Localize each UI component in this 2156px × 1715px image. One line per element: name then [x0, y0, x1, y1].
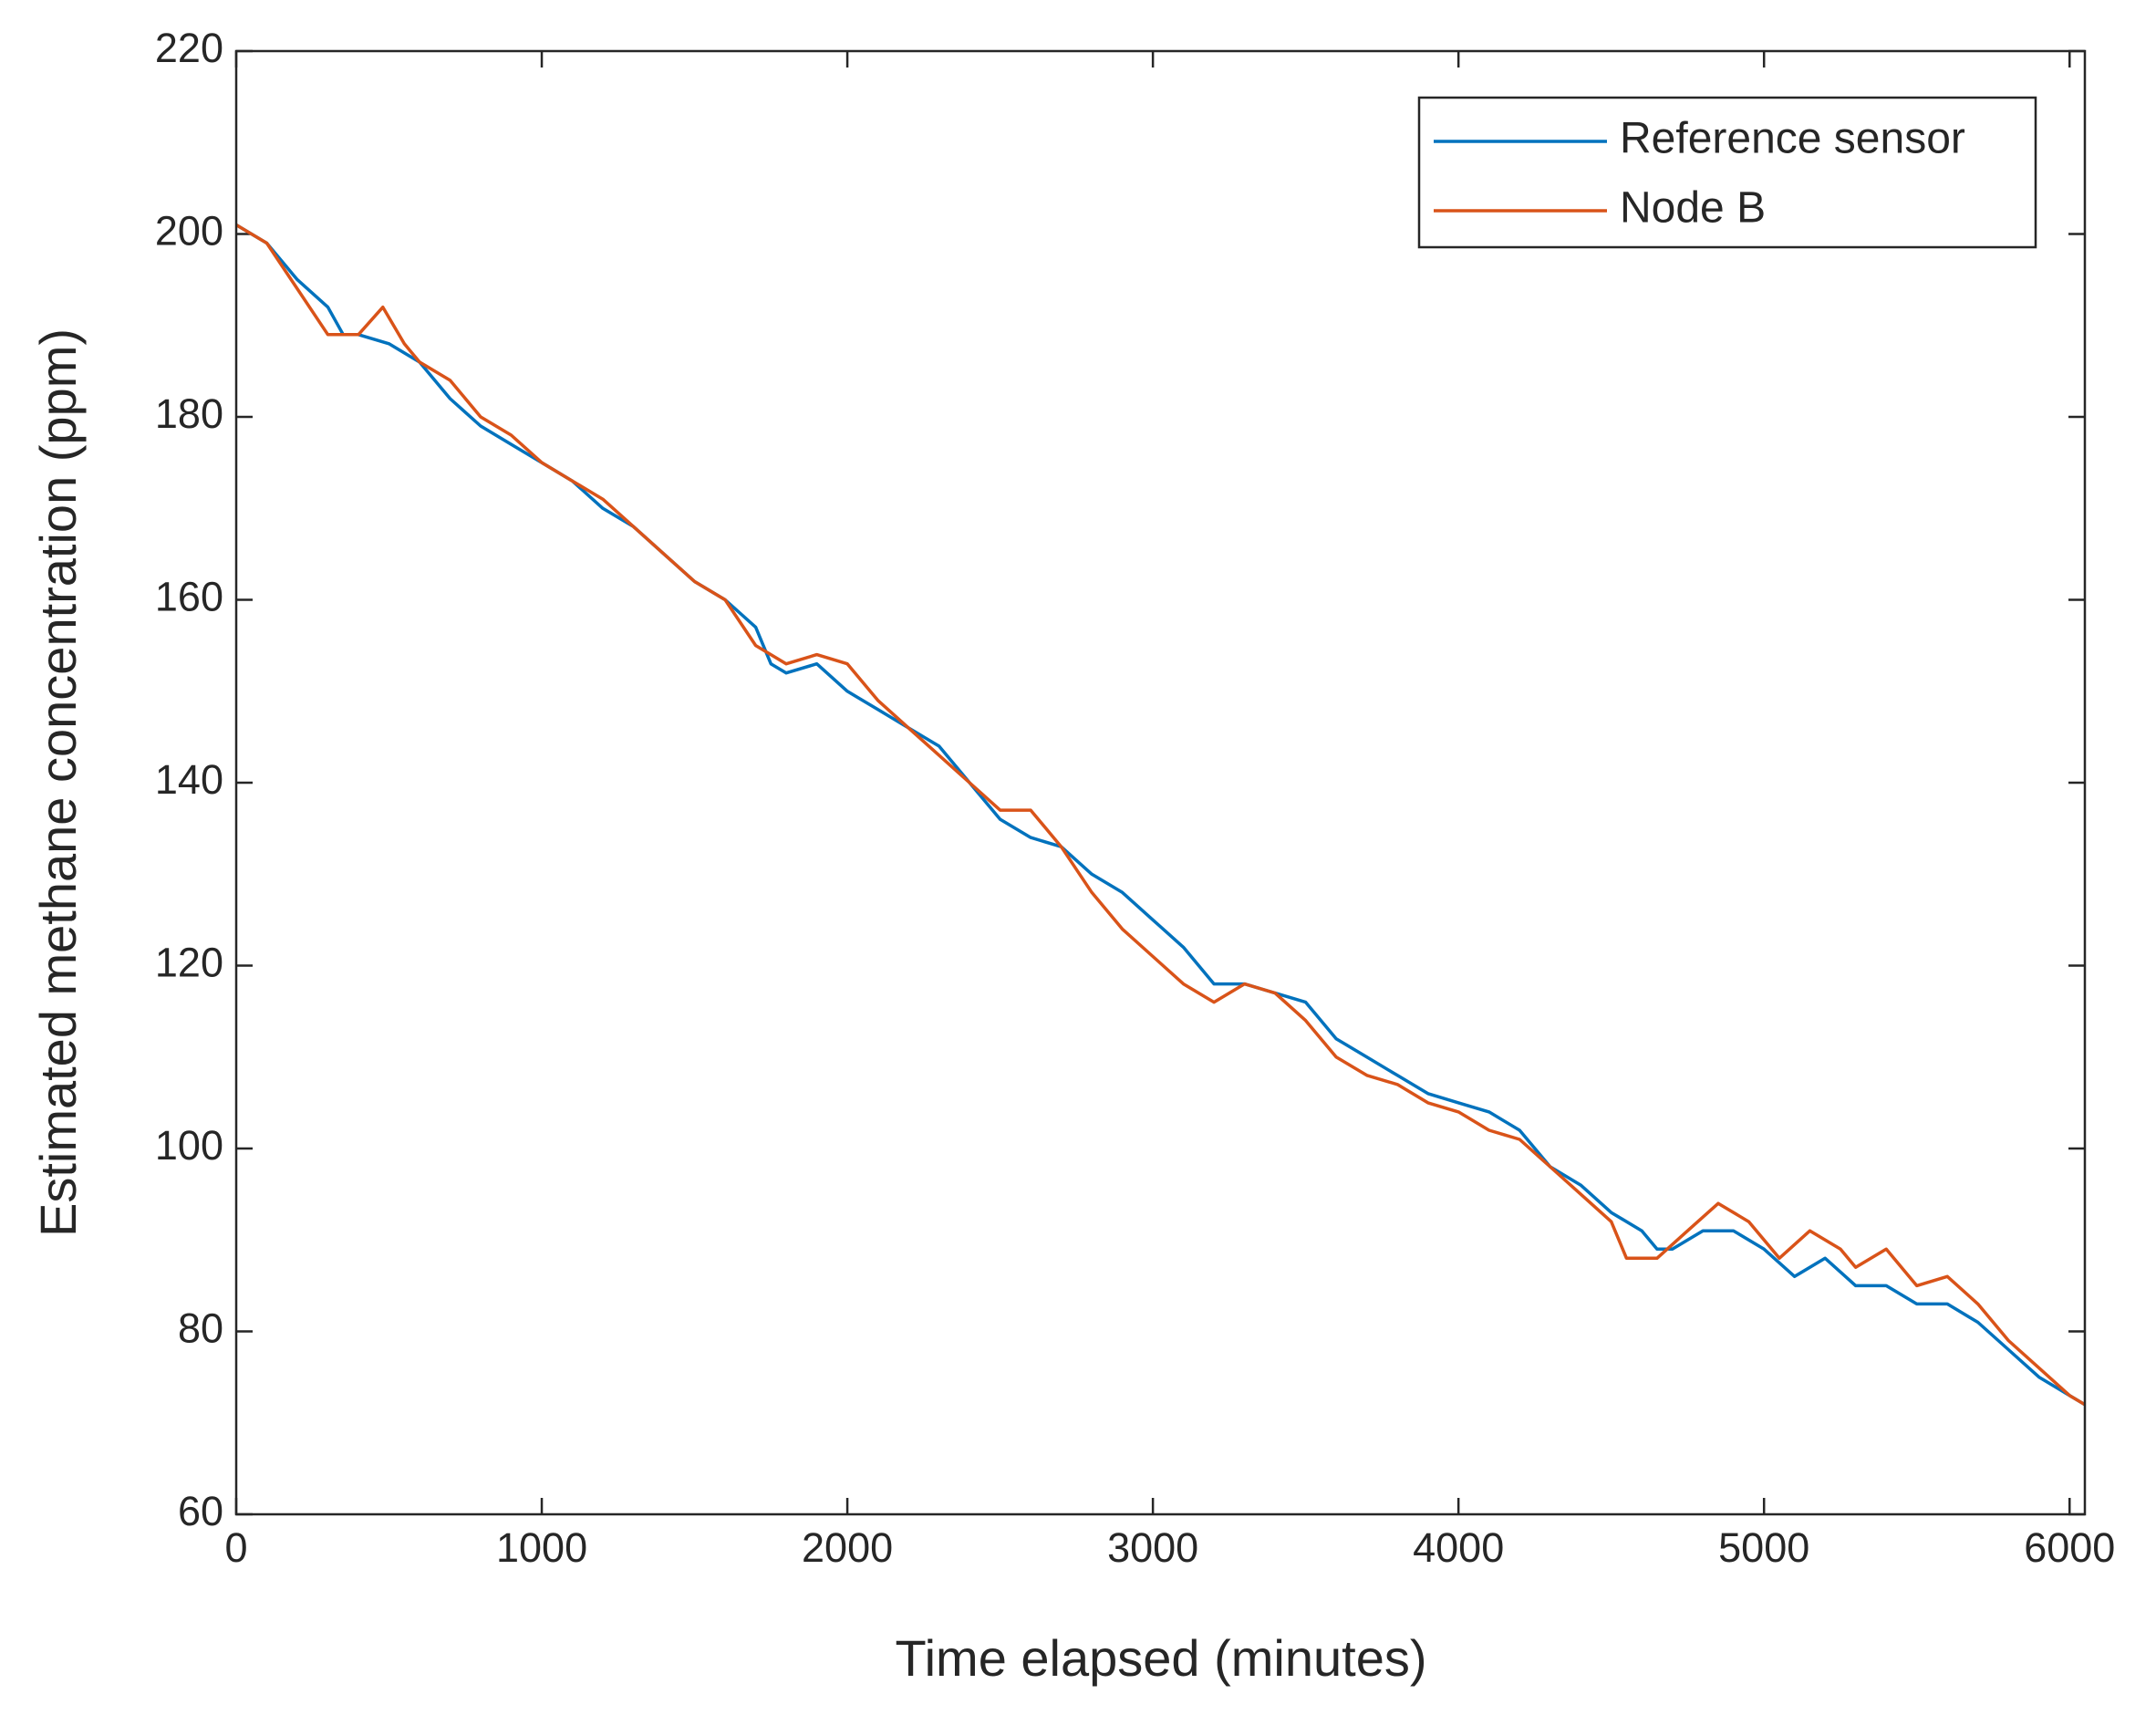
x-tick-label: 0	[224, 1524, 247, 1571]
y-tick-label: 80	[178, 1304, 223, 1351]
x-tick-label: 5000	[1718, 1524, 1809, 1571]
x-tick-label: 1000	[496, 1524, 587, 1571]
x-axis-label: Time elapsed (minutes)	[895, 1629, 1426, 1687]
x-tick-label: 2000	[802, 1524, 893, 1571]
y-tick-label: 100	[155, 1122, 223, 1169]
y-tick-label: 140	[155, 756, 223, 803]
legend-label: Reference sensor	[1620, 115, 1965, 163]
y-tick-label: 60	[178, 1488, 223, 1534]
y-tick-label: 200	[155, 207, 223, 254]
data-line	[235, 223, 2086, 1407]
x-tick-label: 3000	[1107, 1524, 1198, 1571]
x-tick-label: 4000	[1413, 1524, 1504, 1571]
y-tick-label: 120	[155, 939, 223, 985]
legend-box	[1417, 96, 2037, 249]
legend-label: Node B	[1620, 184, 1766, 233]
data-line	[235, 223, 2086, 1407]
x-tick-label: 6000	[2024, 1524, 2115, 1571]
y-axis-label: Estimated methane concentration (ppm)	[29, 328, 87, 1237]
plot-frame	[234, 49, 2087, 1516]
y-tick-label: 220	[155, 25, 223, 71]
y-tick-label: 160	[155, 573, 223, 619]
y-tick-label: 180	[155, 390, 223, 437]
